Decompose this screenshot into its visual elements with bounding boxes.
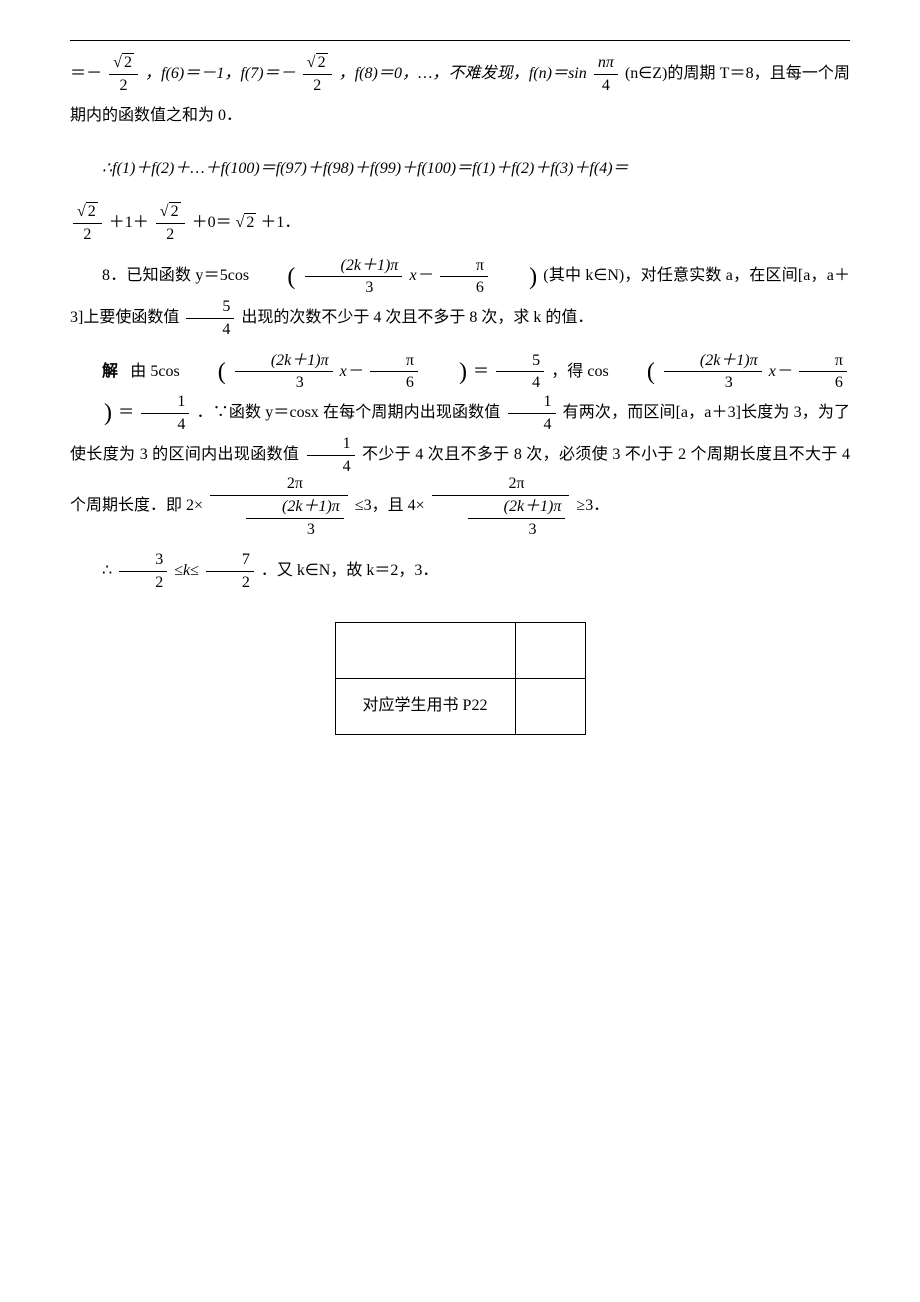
book-reference-cell: 对应学生用书 P22 <box>335 678 515 734</box>
eq-1: ＝ <box>473 363 489 380</box>
le-k-le: ≤k≤ <box>174 562 199 579</box>
sol-by: 由 5cos <box>130 363 179 380</box>
problem-8-label: 8．已知函数 y＝5cos <box>102 267 249 284</box>
pi-over-6-2: π 6 <box>370 352 418 392</box>
result-line: 2 2 ＋1＋ 2 2 ＋0＝ 2 ＋1． <box>70 202 850 244</box>
x-minus-1: x－ <box>410 267 433 284</box>
arg-frac-1: (2k＋1)π 3 <box>305 257 403 297</box>
final-answer: ．又 k∈N，故 k＝2，3． <box>261 562 439 579</box>
rb-2: ) <box>427 360 467 384</box>
therefore-line: ∴f(1)＋f(2)＋…＋f(100)＝f(97)＋f(98)＋f(99)＋f(… <box>70 148 850 190</box>
eq-prefix: ＝－ <box>70 65 102 82</box>
lb-2: ( <box>186 360 226 384</box>
plus-1-final: ＋1． <box>260 214 300 231</box>
frac-sqrt2-over-2-c: 2 2 <box>73 203 102 243</box>
sqrt2-result: 2 <box>236 202 257 244</box>
left-bracket-1: ( <box>255 265 295 289</box>
frac-sqrt2-over-2-b: 2 2 <box>303 54 332 94</box>
one-fourth-1: 1 4 <box>141 393 189 433</box>
le-3-and: ≤3，且 4× <box>355 497 425 514</box>
right-bracket-1: ) <box>497 265 537 289</box>
pi-over-6-1: π 6 <box>440 257 488 297</box>
f6-f7-text: ，f(6)＝－1，f(7)＝－ <box>145 65 296 82</box>
arg-frac-3: (2k＋1)π 3 <box>664 352 762 392</box>
x-minus-2: x－ <box>340 363 363 380</box>
top-rule <box>70 40 850 41</box>
five-fourths: 5 4 <box>186 298 234 338</box>
one-fourth-2: 1 4 <box>508 393 556 433</box>
empty-cell-1 <box>335 622 515 678</box>
table-row: 对应学生用书 P22 <box>335 678 585 734</box>
continuation-line-1: ＝－ 2 2 ，f(6)＝－1，f(7)＝－ 2 2 ，f(8)＝0，…，不难发… <box>70 53 850 136</box>
rb-3: ) <box>72 401 112 425</box>
solution-label: 解 <box>102 363 118 380</box>
frac-sqrt2-over-2-d: 2 2 <box>156 203 185 243</box>
seven-halves: 7 2 <box>206 551 254 591</box>
lb-3: ( <box>615 360 655 384</box>
therefore: ∴ <box>102 562 112 579</box>
because-cos: ．∵函数 y＝cosx 在每个周期内出现函数值 <box>197 404 501 421</box>
pi-over-6-3: π 6 <box>799 352 847 392</box>
x-minus-3: x－ <box>769 363 792 380</box>
frac-npi-over-4: nπ 4 <box>594 54 618 94</box>
conclusion: ∴ 3 2 ≤k≤ 7 2 ．又 k∈N，故 k＝2，3． <box>70 550 850 592</box>
reference-table: 对应学生用书 P22 <box>335 622 586 735</box>
empty-cell-3 <box>515 678 585 734</box>
problem-8-suffix: 出现的次数不少于 4 次且不多于 8 次，求 k 的值． <box>241 309 593 326</box>
empty-cell-2 <box>515 622 585 678</box>
nested-frac-1: 2π (2k＋1)π 3 <box>210 475 348 538</box>
nested-frac-2: 2π (2k＋1)π 3 <box>432 475 570 538</box>
one-fourth-3: 1 4 <box>307 435 355 475</box>
table-row <box>335 622 585 678</box>
five-fourths-2: 5 4 <box>496 352 544 392</box>
plus-1-plus: ＋1＋ <box>109 214 149 231</box>
eq-2: ＝ <box>118 404 134 421</box>
reference-table-wrap: 对应学生用书 P22 <box>70 622 850 735</box>
arg-frac-2: (2k＋1)π 3 <box>235 352 333 392</box>
three-halves: 3 2 <box>119 551 167 591</box>
solution-block: 解 由 5cos ( (2k＋1)π 3 x－ π 6 ) ＝ 5 4 ，得 c… <box>70 351 850 539</box>
get-cos: ，得 cos <box>551 363 609 380</box>
sum-expansion: ∴f(1)＋f(2)＋…＋f(100)＝f(97)＋f(98)＋f(99)＋f(… <box>102 160 629 177</box>
frac-sqrt2-over-2-a: 2 2 <box>109 54 138 94</box>
ge-3: ≥3． <box>576 497 609 514</box>
problem-8: 8．已知函数 y＝5cos ( (2k＋1)π 3 x－ π 6 ) (其中 k… <box>70 255 850 338</box>
f8-text: ，f(8)＝0，…，不难发现，f(n)＝sin <box>339 65 587 82</box>
plus-0-eq: ＋0＝ <box>192 214 232 231</box>
